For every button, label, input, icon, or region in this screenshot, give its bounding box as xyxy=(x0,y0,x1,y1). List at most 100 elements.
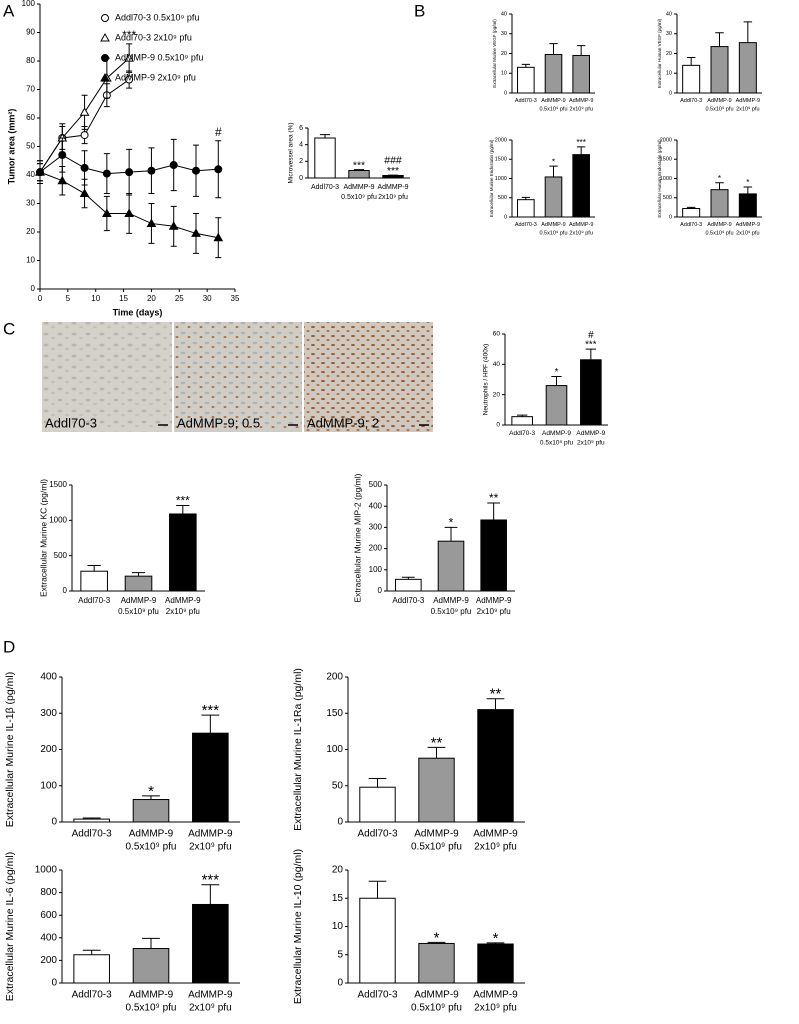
micrograph xyxy=(42,322,172,432)
x-tick-label: 0.5x10⁹ pfu xyxy=(411,842,462,853)
y-tick-label: 500 xyxy=(369,480,383,489)
data-point xyxy=(79,107,90,116)
y-tick-label: 400 xyxy=(40,672,57,683)
legend-marker xyxy=(101,54,109,62)
bar xyxy=(314,137,336,179)
micrograph xyxy=(174,322,302,432)
error-bar xyxy=(549,165,558,177)
data-point xyxy=(213,232,224,242)
x-tick-label: 5 xyxy=(66,294,71,303)
x-tick-label: 15 xyxy=(119,294,128,303)
y-tick-label: 200 xyxy=(40,744,57,755)
y-tick-label: 30 xyxy=(666,31,672,37)
error-bar xyxy=(577,45,586,56)
bar xyxy=(682,208,701,218)
error-bar xyxy=(201,884,220,905)
micrograph-label: Addl70-3 xyxy=(45,415,97,430)
x-tick-label: 0.5x10⁹ pfu xyxy=(539,229,567,236)
bar xyxy=(437,540,465,592)
y-axis-label: Tumor area (mm²) xyxy=(6,109,16,185)
bar xyxy=(572,54,590,94)
x-tick-label: 2x10⁹ pfu xyxy=(577,440,605,447)
bar xyxy=(710,46,729,94)
x-tick-label: AdMMP-9 xyxy=(377,184,408,191)
y-tick-label: 60 xyxy=(493,331,501,338)
error-bar xyxy=(715,182,724,190)
data-point xyxy=(192,166,200,175)
x-tick-label: Addl70-3 xyxy=(78,596,111,605)
data-point xyxy=(147,166,156,175)
error-bar xyxy=(176,504,190,514)
x-tick-label: AdMMP-9 xyxy=(343,184,374,191)
bar xyxy=(517,66,535,94)
bar xyxy=(545,385,568,426)
annotation: # xyxy=(588,330,594,341)
x-tick-label: AdMMP-9 xyxy=(414,990,459,1001)
error-bar xyxy=(743,186,753,194)
error-bar xyxy=(686,56,696,66)
y-tick-label: 30 xyxy=(501,31,507,37)
x-tick-label: 0.5x10⁹ pfu xyxy=(126,842,177,853)
annotation: *** xyxy=(122,28,136,42)
legend-label: AdMMP-9 0.5x10⁹ pfu xyxy=(115,52,203,62)
bar xyxy=(572,154,590,218)
bar xyxy=(192,903,229,984)
bar xyxy=(418,757,455,823)
x-tick-label: Addl70-3 xyxy=(680,222,702,228)
x-tick-label: AdMMP-9 xyxy=(188,990,233,1001)
data-point xyxy=(124,208,135,217)
y-tick-label: 20 xyxy=(26,227,35,236)
x-tick-label: AdMMP-9 xyxy=(576,430,605,437)
bar xyxy=(710,189,729,218)
x-tick-label: 0.5x10⁹ pfu xyxy=(411,1003,462,1014)
x-tick-label: 0.5x10⁹ pfu xyxy=(431,607,472,616)
x-tick-label: AdMMP-9 xyxy=(188,829,233,840)
error-bar xyxy=(82,949,101,955)
bar xyxy=(517,199,535,218)
bar xyxy=(395,578,422,592)
y-tick-label: 2000 xyxy=(660,137,672,143)
bar xyxy=(124,575,153,592)
y-axis-label: Extracellular Murine VEGF (pg/ml) xyxy=(492,19,497,88)
annotation: *** xyxy=(576,138,586,147)
y-tick-label: 50 xyxy=(26,142,35,151)
data-point xyxy=(125,168,134,177)
y-axis-label: Extracellular Murine MIP-2 (pg/ml) xyxy=(352,473,362,602)
x-tick-label: Addl70-3 xyxy=(392,596,425,605)
micrograph-label: AdMMP-9; 0.5 xyxy=(177,415,260,430)
x-tick-label: AdMMP-9 xyxy=(129,990,174,1001)
y-tick-label: 0 xyxy=(337,817,343,828)
error-bar xyxy=(368,880,387,899)
y-tick-label: 60 xyxy=(26,113,35,122)
y-tick-label: 100 xyxy=(369,565,383,574)
micrograph xyxy=(304,322,433,432)
annotation: ** xyxy=(490,686,502,703)
y-tick-label: 80 xyxy=(26,56,35,65)
error-bar xyxy=(715,32,724,47)
x-tick-label: AdMMP-9 xyxy=(541,222,565,228)
y-tick-label: 40 xyxy=(26,170,35,179)
x-tick-label: AdMMP-9 xyxy=(476,596,512,605)
data-point xyxy=(58,151,67,160)
y-axis-label: Extracellular Murine IL-6 (pg/ml) xyxy=(4,852,16,1001)
x-tick-label: 10 xyxy=(91,294,100,303)
y-tick-label: 2 xyxy=(299,158,303,165)
bar xyxy=(359,897,396,984)
x-tick-label: Addl70-3 xyxy=(72,829,112,840)
x-tick-label: 2x10⁹ pfu xyxy=(477,607,511,616)
y-tick-label: 4 xyxy=(299,142,303,149)
legend-label: AdMMP-9 2x10⁹ pfu xyxy=(115,72,196,82)
y-tick-label: 0 xyxy=(31,284,36,293)
y-tick-label: 90 xyxy=(26,28,35,37)
y-tick-label: 1000 xyxy=(495,176,507,182)
data-point xyxy=(80,131,89,140)
x-tick-label: 2x10⁹ pfu xyxy=(736,229,759,236)
y-tick-label: 10 xyxy=(501,71,507,77)
y-tick-label: 100 xyxy=(22,0,36,8)
annotation: * xyxy=(493,930,499,947)
y-tick-label: 50 xyxy=(332,780,344,791)
x-tick-label: 0 xyxy=(38,294,43,303)
y-tick-label: 0 xyxy=(51,817,57,828)
y-tick-label: 1000 xyxy=(49,515,67,524)
annotation: * xyxy=(434,929,440,946)
